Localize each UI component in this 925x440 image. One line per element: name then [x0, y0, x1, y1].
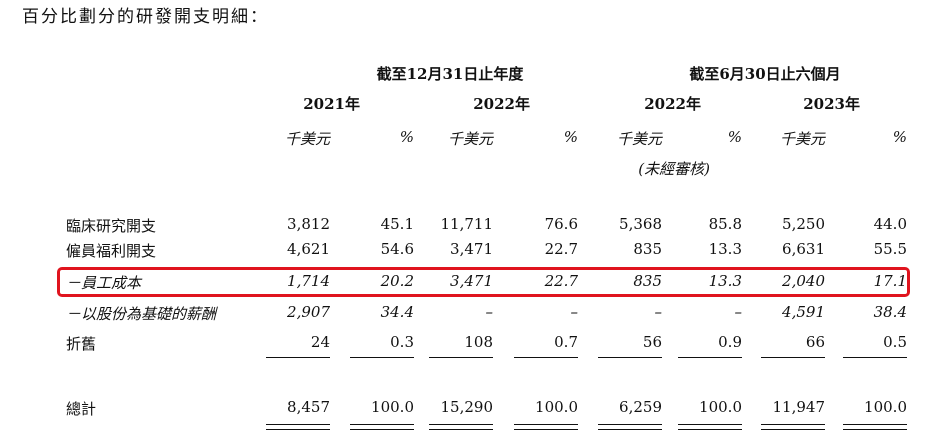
total-double-rule-bottom — [514, 429, 578, 430]
table-cell: 835 — [633, 272, 662, 290]
total-double-rule-top — [678, 424, 742, 425]
row-label: 僱員福利開支 — [66, 242, 157, 260]
table-cell: 0.3 — [390, 333, 414, 351]
unit-header: 千美元 — [447, 130, 493, 148]
row-label: 臨床研究開支 — [66, 217, 157, 235]
table-cell: 66 — [805, 333, 825, 351]
table-cell: 20.2 — [380, 272, 414, 290]
table-cell: – — [485, 303, 494, 321]
unit-header: % — [727, 128, 742, 146]
table-cell: – — [654, 303, 663, 321]
table-cell: 76.6 — [544, 215, 578, 233]
unit-header: 千美元 — [616, 130, 662, 148]
unit-header: % — [399, 128, 414, 146]
total-double-rule-bottom — [429, 429, 493, 430]
subtotal-rule — [350, 357, 414, 358]
total-double-rule-bottom — [761, 429, 825, 430]
table-cell: 4,591 — [782, 303, 825, 321]
table-cell: 45.1 — [380, 215, 414, 233]
table-cell: 44.0 — [873, 215, 907, 233]
table-cell: 5,250 — [782, 215, 825, 233]
table-cell: 85.8 — [708, 215, 742, 233]
unit-header: % — [563, 128, 578, 146]
total-cell: 100.0 — [371, 398, 414, 416]
table-cell: 13.3 — [708, 272, 742, 290]
table-cell: 0.5 — [883, 333, 907, 351]
total-double-rule-bottom — [598, 429, 662, 430]
subtotal-rule — [429, 357, 493, 358]
total-cell: 8,457 — [287, 398, 330, 416]
table-cell: 2,040 — [782, 272, 825, 290]
total-double-rule-top — [429, 424, 493, 425]
table-cell: 4,621 — [287, 240, 330, 258]
table-cell: 3,471 — [450, 272, 493, 290]
subtotal-rule — [266, 357, 330, 358]
table-cell: 108 — [464, 333, 493, 351]
total-cell: 100.0 — [535, 398, 578, 416]
subtotal-rule — [761, 357, 825, 358]
table-cell: 17.1 — [873, 272, 907, 290]
table-cell: 34.4 — [380, 303, 414, 321]
row-label: 折舊 — [66, 335, 97, 353]
unit-header: 千美元 — [779, 130, 825, 148]
total-cell: 100.0 — [864, 398, 907, 416]
table-cell: 55.5 — [873, 240, 907, 258]
intro-text: 百分比劃分的研發開支明細： — [22, 7, 269, 27]
total-double-rule-bottom — [678, 429, 742, 430]
group-header-year-end: 截至12月31日止年度 — [376, 65, 524, 83]
total-cell: 15,290 — [440, 398, 494, 416]
table-cell: 38.4 — [873, 303, 907, 321]
year-header-2022-annual: 2022年 — [473, 95, 530, 113]
year-header-2023: 2023年 — [803, 95, 860, 113]
total-double-rule-top — [598, 424, 662, 425]
table-cell: 3,471 — [450, 240, 493, 258]
total-double-rule-bottom — [266, 429, 330, 430]
table-cell: 5,368 — [619, 215, 662, 233]
total-double-rule-top — [266, 424, 330, 425]
table-cell: 0.7 — [554, 333, 578, 351]
table-cell: 835 — [633, 240, 662, 258]
total-double-rule-top — [761, 424, 825, 425]
year-header-2021: 2021年 — [303, 95, 360, 113]
total-cell: 6,259 — [619, 398, 662, 416]
unit-header: 千美元 — [284, 130, 330, 148]
highlight-box — [57, 267, 910, 297]
table-cell: 11,711 — [440, 215, 494, 233]
table-cell: 56 — [642, 333, 662, 351]
table-cell: 3,812 — [287, 215, 330, 233]
total-double-rule-top — [843, 424, 907, 425]
table-cell: 54.6 — [380, 240, 414, 258]
total-double-rule-bottom — [350, 429, 414, 430]
subtotal-rule — [598, 357, 662, 358]
total-cell: 11,947 — [772, 398, 826, 416]
row-label: －以股份為基礎的薪酬 — [66, 305, 217, 323]
subtotal-rule — [843, 357, 907, 358]
table-cell: 13.3 — [708, 240, 742, 258]
unaudited-note: (未經審核) — [638, 160, 710, 178]
table-cell: 2,907 — [287, 303, 330, 321]
unit-header: % — [892, 128, 907, 146]
row-label: －員工成本 — [66, 274, 142, 292]
table-cell: 6,631 — [782, 240, 825, 258]
total-double-rule-top — [350, 424, 414, 425]
table-cell: 0.9 — [718, 333, 742, 351]
table-cell: 1,714 — [287, 272, 330, 290]
subtotal-rule — [678, 357, 742, 358]
table-cell: 24 — [310, 333, 330, 351]
table-cell: 22.7 — [544, 272, 578, 290]
table-cell: – — [570, 303, 579, 321]
table-cell: – — [734, 303, 743, 321]
total-double-rule-bottom — [843, 429, 907, 430]
table-cell: 22.7 — [544, 240, 578, 258]
subtotal-rule — [514, 357, 578, 358]
total-double-rule-top — [514, 424, 578, 425]
group-header-six-months: 截至6月30日止六個月 — [689, 65, 841, 83]
total-label: 總計 — [66, 400, 97, 418]
year-header-2022-interim: 2022年 — [644, 95, 701, 113]
total-cell: 100.0 — [699, 398, 742, 416]
